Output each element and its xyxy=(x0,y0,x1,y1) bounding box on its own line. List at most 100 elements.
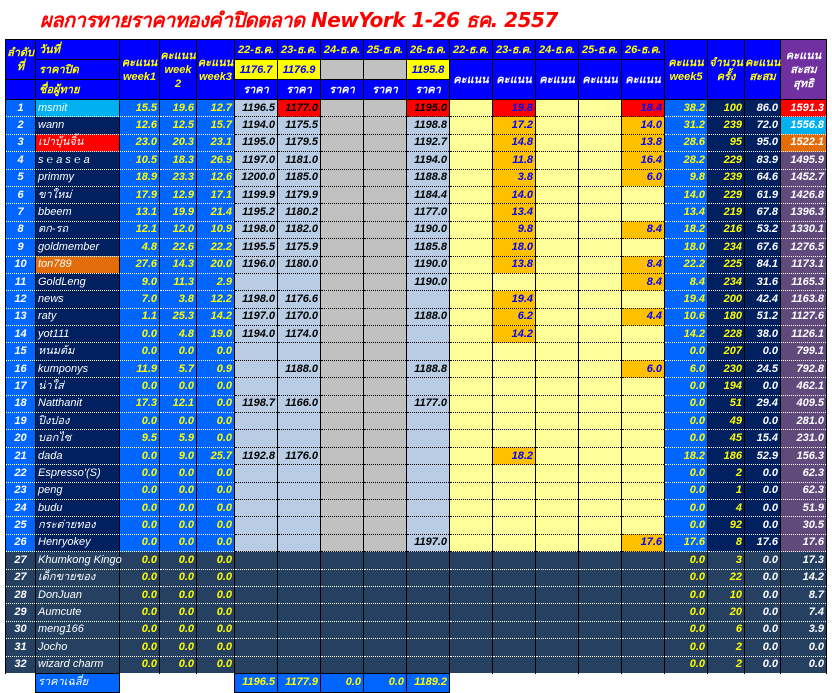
day-score xyxy=(578,429,622,448)
week5-score: 0.0 xyxy=(664,551,708,570)
day-score xyxy=(449,238,493,257)
net-score: 62.3 xyxy=(780,482,827,500)
net-score: 0.0 xyxy=(780,656,827,674)
price-guess xyxy=(320,151,364,170)
week-score: 0.0 xyxy=(196,342,235,361)
day-score xyxy=(578,412,622,431)
day-score xyxy=(535,360,579,379)
price-guess xyxy=(234,412,278,431)
net-score: 14.2 xyxy=(780,569,827,587)
accum-score: 15.4 xyxy=(744,429,781,448)
guess-count: 234 xyxy=(707,273,745,292)
price-guess xyxy=(406,656,450,674)
price-guess xyxy=(363,360,407,379)
day-score xyxy=(621,551,665,570)
accum-score: 0.0 xyxy=(744,586,781,605)
price-guess: 1199.9 xyxy=(234,186,278,205)
week-score: 0.0 xyxy=(119,534,160,553)
price-guess xyxy=(363,603,407,622)
day-score xyxy=(535,395,579,414)
price-guess: 1188.0 xyxy=(277,360,321,379)
day-score xyxy=(449,551,493,570)
price-guess xyxy=(363,256,407,274)
week5-score: 0.0 xyxy=(664,569,708,587)
price-guess xyxy=(234,464,278,483)
player-name: Natthanit xyxy=(35,395,120,414)
price-header: ราคา xyxy=(234,79,278,100)
day-score xyxy=(578,638,622,657)
day-score xyxy=(621,186,665,205)
price-guess xyxy=(406,482,450,500)
player-name: news xyxy=(35,290,120,309)
day-score xyxy=(449,116,493,135)
date-header: 24-ธ.ค. xyxy=(320,39,364,60)
net-score: 30.5 xyxy=(780,516,827,535)
table-row: 9 goldmember 4.8 22.6 22.2 1195.5 1175.9 1185.8… xyxy=(5,238,827,257)
price-guess xyxy=(320,482,364,500)
price-guess xyxy=(234,273,278,292)
table-row: 32 wizard charm 0.0 0.0 0.0 0.0 2 0.0 0.0 xyxy=(5,656,827,674)
price-guess: 1177.0 xyxy=(277,99,321,118)
day-score xyxy=(621,464,665,483)
week5-score: 14.2 xyxy=(664,325,708,344)
rank-cell: 27 xyxy=(5,551,36,570)
day-score xyxy=(535,377,579,396)
price-guess: 1196.0 xyxy=(234,256,278,274)
rank-cell: 30 xyxy=(5,621,36,640)
price-guess: 1175.9 xyxy=(277,238,321,257)
price-guess xyxy=(277,534,321,553)
table-row: 7 bbeem 13.1 19.9 21.4 1195.2 1180.2 1177.0 13.4… xyxy=(5,203,827,222)
guess-count: 180 xyxy=(707,308,745,327)
price-guess xyxy=(406,290,450,309)
price-guess xyxy=(234,429,278,448)
day-score: 8.4 xyxy=(621,256,665,274)
week-score: 0.0 xyxy=(196,464,235,483)
date-header: 26-ธ.ค. xyxy=(621,39,665,60)
week-score: 0.0 xyxy=(119,586,160,605)
guess-count: 200 xyxy=(707,290,745,309)
rank-cell: 29 xyxy=(5,603,36,622)
day-score xyxy=(492,429,536,448)
price-guess xyxy=(363,273,407,292)
table-row: 30 meng166 0.0 0.0 0.0 0.0 6 0.0 3.9 xyxy=(5,621,827,640)
day-score xyxy=(492,499,536,518)
week5-score: 0.0 xyxy=(664,429,708,448)
week5-score: 14.0 xyxy=(664,186,708,205)
week-score: 12.6 xyxy=(196,169,235,187)
price-guess xyxy=(406,586,450,605)
price-guess xyxy=(363,656,407,674)
guess-count: 10 xyxy=(707,586,745,605)
player-name: Henryokey xyxy=(35,534,120,553)
table-row: 29 Aumcute 0.0 0.0 0.0 0.0 20 0.0 7.4 xyxy=(5,603,827,622)
day-score xyxy=(578,482,622,500)
week5-score: 8.4 xyxy=(664,273,708,292)
week-score: 19.0 xyxy=(196,325,235,344)
price-guess: 1192.8 xyxy=(234,447,278,466)
day-score: 14.8 xyxy=(492,134,536,153)
price-guess xyxy=(320,412,364,431)
price-guess xyxy=(277,342,321,361)
week-score: 0.0 xyxy=(159,342,197,361)
week5-score: 19.4 xyxy=(664,290,708,309)
day-score xyxy=(449,499,493,518)
accum-score: 84.1 xyxy=(744,256,781,274)
week-score: 0.9 xyxy=(196,360,235,379)
price-guess xyxy=(363,342,407,361)
table-row: 24 budu 0.0 0.0 0.0 0.0 4 0.0 51.9 xyxy=(5,499,827,518)
day-score xyxy=(535,534,579,553)
table-row: 31 Jocho 0.0 0.0 0.0 0.0 2 0.0 0.0 xyxy=(5,638,827,657)
day-score xyxy=(535,116,579,135)
player-name: wann xyxy=(35,116,120,135)
day-score xyxy=(449,447,493,466)
table-row: 3 เปาบุ้นจิ้น 23.0 20.3 23.1 1195.0 1179.5 1192… xyxy=(5,134,827,153)
guess-count: 229 xyxy=(707,186,745,205)
day-score xyxy=(535,238,579,257)
page-title: ผลการทายราคาทองคำปิดตลาด NewYork 1-26 ธค… xyxy=(40,8,558,32)
day-score xyxy=(535,151,579,170)
player-name: น่าใส่ xyxy=(35,377,120,396)
day-score xyxy=(535,638,579,657)
week5-score: 0.0 xyxy=(664,377,708,396)
net-score: 17.3 xyxy=(780,551,827,570)
day-score: 18.4 xyxy=(621,99,665,118)
accum-score: 0.0 xyxy=(744,499,781,518)
